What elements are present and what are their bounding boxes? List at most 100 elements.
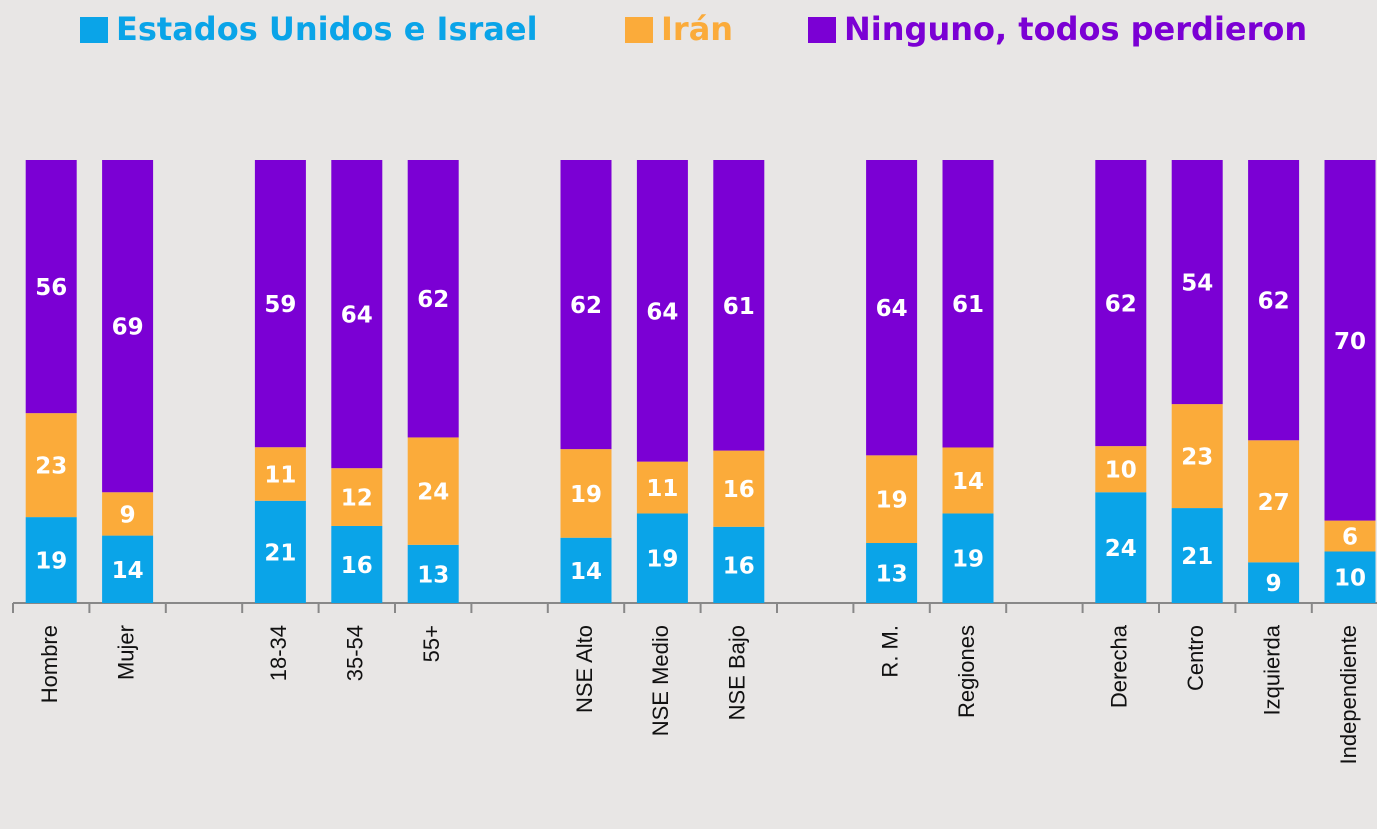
- bar-segment: [407, 160, 459, 438]
- legend-label: Ninguno, todos perdieron: [844, 10, 1307, 48]
- bar-segment: [1095, 492, 1147, 603]
- bar-segment: [254, 160, 306, 448]
- bar-segment: [942, 160, 994, 448]
- x-tick-label: Izquierda: [1259, 624, 1284, 715]
- value-label: 64: [341, 303, 373, 329]
- bar-segment: [331, 525, 383, 603]
- x-tick-label: NSE Alto: [572, 625, 597, 713]
- bar-segment: [1324, 160, 1376, 521]
- x-tick-label: Hombre: [37, 625, 62, 703]
- x-tick-label: 35-54: [343, 625, 368, 681]
- bar-segment: [1171, 508, 1223, 603]
- value-label: 56: [35, 275, 67, 301]
- bar-segment: [407, 544, 459, 603]
- bar-segment: [1248, 562, 1300, 603]
- bar-segment: [560, 449, 612, 538]
- value-label: 62: [417, 287, 449, 313]
- value-label: 6: [1342, 525, 1358, 551]
- value-label: 14: [952, 469, 984, 495]
- value-label: 23: [35, 454, 67, 480]
- bar-segment: [1171, 404, 1223, 509]
- value-label: 10: [1105, 458, 1137, 484]
- value-label: 10: [1334, 566, 1366, 592]
- bar-segment: [102, 492, 154, 536]
- bar-segment: [102, 535, 154, 603]
- bar-segment: [866, 160, 918, 456]
- value-label: 19: [570, 482, 602, 508]
- value-label: 16: [723, 553, 755, 579]
- value-label: 16: [723, 477, 755, 503]
- value-label: 64: [876, 296, 908, 322]
- value-label: 13: [876, 562, 908, 588]
- x-tick-label: Derecha: [1107, 624, 1132, 708]
- value-label: 12: [341, 486, 373, 512]
- legend-swatch: [625, 17, 653, 43]
- bar-segment: [636, 160, 688, 462]
- bar-segment: [1324, 520, 1376, 552]
- bar-segment: [942, 447, 994, 514]
- value-label: 13: [417, 562, 449, 588]
- value-label: 64: [646, 299, 678, 325]
- x-tick-label: Independiente: [1336, 625, 1361, 764]
- bar-segment: [866, 455, 918, 544]
- x-tick-label: NSE Bajo: [725, 625, 750, 720]
- value-label: 14: [112, 558, 144, 584]
- bar-segment: [713, 450, 765, 527]
- legend-label: Estados Unidos e Israel: [116, 10, 538, 48]
- legend-swatch: [808, 17, 836, 43]
- legend-swatch: [80, 17, 108, 43]
- value-label: 21: [264, 540, 296, 566]
- value-label: 9: [1266, 571, 1282, 597]
- value-label: 14: [570, 559, 602, 585]
- bar-segment: [1095, 446, 1147, 493]
- value-label: 62: [1105, 292, 1137, 318]
- bar-segment: [942, 513, 994, 603]
- bar-segment: [331, 468, 383, 526]
- bar-segment: [25, 517, 77, 603]
- value-label: 11: [646, 476, 678, 502]
- x-tick-label: R. M.: [877, 625, 902, 678]
- bar-segment: [254, 447, 306, 501]
- value-label: 24: [1105, 536, 1137, 562]
- bar-segment: [636, 513, 688, 603]
- bar-segment: [1095, 160, 1147, 447]
- bar-segment: [25, 413, 77, 518]
- value-label: 54: [1181, 271, 1213, 297]
- value-label: 59: [264, 292, 296, 318]
- bar-segment: [1248, 160, 1300, 441]
- value-label: 16: [341, 553, 373, 579]
- bar-segment: [1248, 440, 1300, 563]
- value-label: 21: [1181, 544, 1213, 570]
- value-label: 19: [952, 547, 984, 573]
- value-label: 19: [35, 549, 67, 575]
- bar-segment: [254, 500, 306, 603]
- x-tick-label: Mujer: [113, 625, 138, 680]
- value-label: 9: [120, 502, 136, 528]
- bar-segment: [560, 537, 612, 603]
- bar-segment: [560, 160, 612, 450]
- bar-segment: [331, 160, 383, 469]
- value-label: 61: [952, 292, 984, 318]
- x-tick-label: 55+: [419, 625, 444, 662]
- x-tick-label: 18-34: [266, 625, 291, 681]
- bar-segment: [102, 160, 154, 493]
- value-label: 19: [646, 547, 678, 573]
- bar-segment: [866, 543, 918, 603]
- bar-segment: [25, 160, 77, 414]
- bar-segment: [713, 160, 765, 451]
- bar-segment: [636, 461, 688, 514]
- x-tick-label: Regiones: [954, 625, 979, 718]
- value-label: 23: [1181, 445, 1213, 471]
- value-label: 62: [570, 293, 602, 319]
- value-label: 69: [112, 315, 144, 341]
- x-tick-label: NSE Medio: [648, 625, 673, 736]
- value-label: 24: [417, 480, 449, 506]
- value-label: 70: [1334, 329, 1366, 355]
- value-label: 61: [723, 294, 755, 320]
- value-label: 11: [264, 462, 296, 488]
- bar-segment: [1324, 551, 1376, 603]
- value-label: 19: [876, 488, 908, 514]
- value-label: 27: [1258, 490, 1290, 516]
